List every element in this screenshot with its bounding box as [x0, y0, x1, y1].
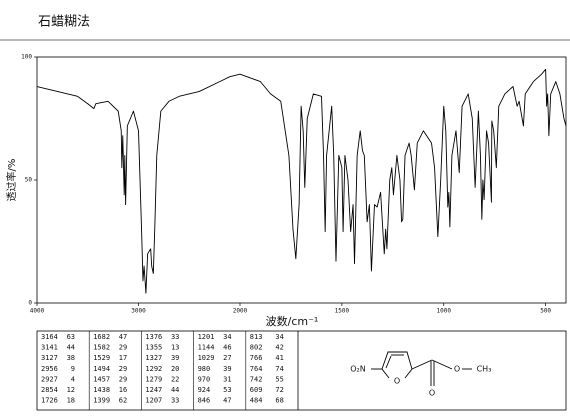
- bond: [431, 359, 453, 370]
- ring: [381, 351, 413, 379]
- structure-label: O: [429, 389, 435, 398]
- table-cell: 44: [171, 386, 179, 394]
- table-cell: 18: [67, 397, 75, 405]
- plot-frame: [36, 56, 567, 304]
- table-cell: 970: [198, 375, 211, 383]
- table-cell: 1529: [93, 354, 110, 362]
- table-cell: 1247: [145, 386, 162, 394]
- table-cell: 47: [223, 397, 231, 405]
- table-cell: 38: [67, 354, 75, 362]
- table-cell: 42: [275, 344, 283, 352]
- double-bond: [385, 355, 392, 369]
- y-tick-label: 0: [28, 300, 32, 307]
- table-cell: 980: [198, 365, 211, 373]
- x-axis-label: 波数/cm⁻¹: [266, 315, 319, 328]
- table-cell: 1201: [198, 333, 215, 341]
- table-cell: 1682: [93, 333, 110, 341]
- table-cell: 39: [223, 365, 231, 373]
- table-cell: 29: [119, 375, 127, 383]
- table-frame: [36, 330, 567, 411]
- table-cell: 1457: [93, 375, 110, 383]
- chart-title: 石蜡糊法: [38, 14, 90, 30]
- x-tick-label: 3000: [131, 308, 146, 315]
- table-cell: 47: [119, 333, 127, 341]
- table-cell: 802: [250, 344, 263, 352]
- table-cell: 1144: [198, 344, 215, 352]
- x-tick-label: 1500: [335, 308, 350, 315]
- table-cell: 29: [119, 365, 127, 373]
- table-cell: 33: [171, 333, 179, 341]
- table-cell: 55: [275, 375, 283, 383]
- table-cell: 46: [223, 344, 231, 352]
- table-cell: 484: [250, 397, 263, 405]
- table-cell: 13: [171, 344, 179, 352]
- table-cell: 53: [223, 386, 231, 394]
- table-cell: 1355: [145, 344, 162, 352]
- structure-label: CH₃: [477, 365, 492, 374]
- table-cell: 31: [223, 375, 231, 383]
- table-cell: 29: [119, 344, 127, 352]
- table-cell: 1207: [145, 397, 162, 405]
- table-cell: 17: [119, 354, 127, 362]
- table-cell: 846: [198, 397, 211, 405]
- table-cell: 766: [250, 354, 263, 362]
- table-cell: 3127: [41, 354, 58, 362]
- table-cell: 4: [71, 375, 75, 383]
- y-tick-label: 100: [21, 54, 32, 61]
- structure-label: O: [454, 365, 460, 374]
- table-cell: 63: [67, 333, 75, 341]
- table-cell: 22: [171, 375, 179, 383]
- y-tick-label: 50: [25, 177, 33, 184]
- table-cell: 1582: [93, 344, 110, 352]
- table-cell: 2854: [41, 386, 58, 394]
- table-cell: 924: [198, 386, 211, 394]
- table-cell: 1327: [145, 354, 162, 362]
- table-cell: 16: [119, 386, 127, 394]
- table-cell: 3164: [41, 333, 58, 341]
- structure-label: O₂N: [350, 365, 366, 374]
- table-cell: 1494: [93, 365, 110, 373]
- table-cell: 68: [275, 397, 283, 405]
- table-cell: 2927: [41, 375, 58, 383]
- table-cell: 1726: [41, 397, 58, 405]
- x-tick-label: 2000: [233, 308, 248, 315]
- table-cell: 34: [275, 333, 283, 341]
- spectrum-line: [36, 68, 567, 294]
- table-cell: 20: [171, 365, 179, 373]
- table-cell: 609: [250, 386, 263, 394]
- structure-bonds: [371, 351, 472, 386]
- table-cell: 41: [275, 354, 283, 362]
- table-cell: 44: [67, 344, 75, 352]
- x-tick-label: 500: [540, 308, 551, 315]
- table-cell: 62: [119, 397, 127, 405]
- table-cell: 39: [171, 354, 179, 362]
- table-cell: 1292: [145, 365, 162, 373]
- table-cell: 12: [67, 386, 75, 394]
- table-cell: 34: [223, 333, 231, 341]
- table-cell: 74: [275, 365, 283, 373]
- table-cell: 27: [223, 354, 231, 362]
- table-cell: 1438: [93, 386, 110, 394]
- table-cell: 813: [250, 333, 263, 341]
- x-tick-label: 1000: [437, 308, 452, 315]
- bond: [411, 359, 433, 370]
- structure-label: O: [394, 377, 400, 386]
- table-cell: 33: [171, 397, 179, 405]
- table-cell: 764: [250, 365, 263, 373]
- table-cell: 1029: [198, 354, 215, 362]
- y-axis-label: 透过率/%: [5, 159, 18, 202]
- table-cell: 3141: [41, 344, 58, 352]
- table-cell: 2956: [41, 365, 58, 373]
- x-tick-label: 4000: [30, 308, 45, 315]
- table-cell: 1279: [145, 375, 162, 383]
- table-cell: 1399: [93, 397, 110, 405]
- table-cell: 1376: [145, 333, 162, 341]
- table-cell: 72: [275, 386, 283, 394]
- table-cell: 9: [71, 365, 75, 373]
- table-cell: 742: [250, 375, 263, 383]
